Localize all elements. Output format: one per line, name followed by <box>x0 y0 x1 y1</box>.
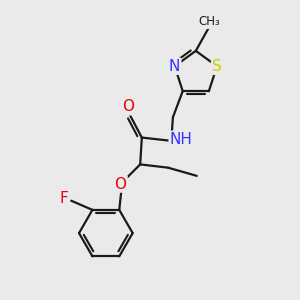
Text: N: N <box>169 59 180 74</box>
Text: O: O <box>122 99 134 114</box>
Text: CH₃: CH₃ <box>198 15 220 28</box>
Text: F: F <box>60 190 68 206</box>
Text: S: S <box>212 59 222 74</box>
Text: NH: NH <box>170 132 193 147</box>
Text: O: O <box>115 176 127 191</box>
